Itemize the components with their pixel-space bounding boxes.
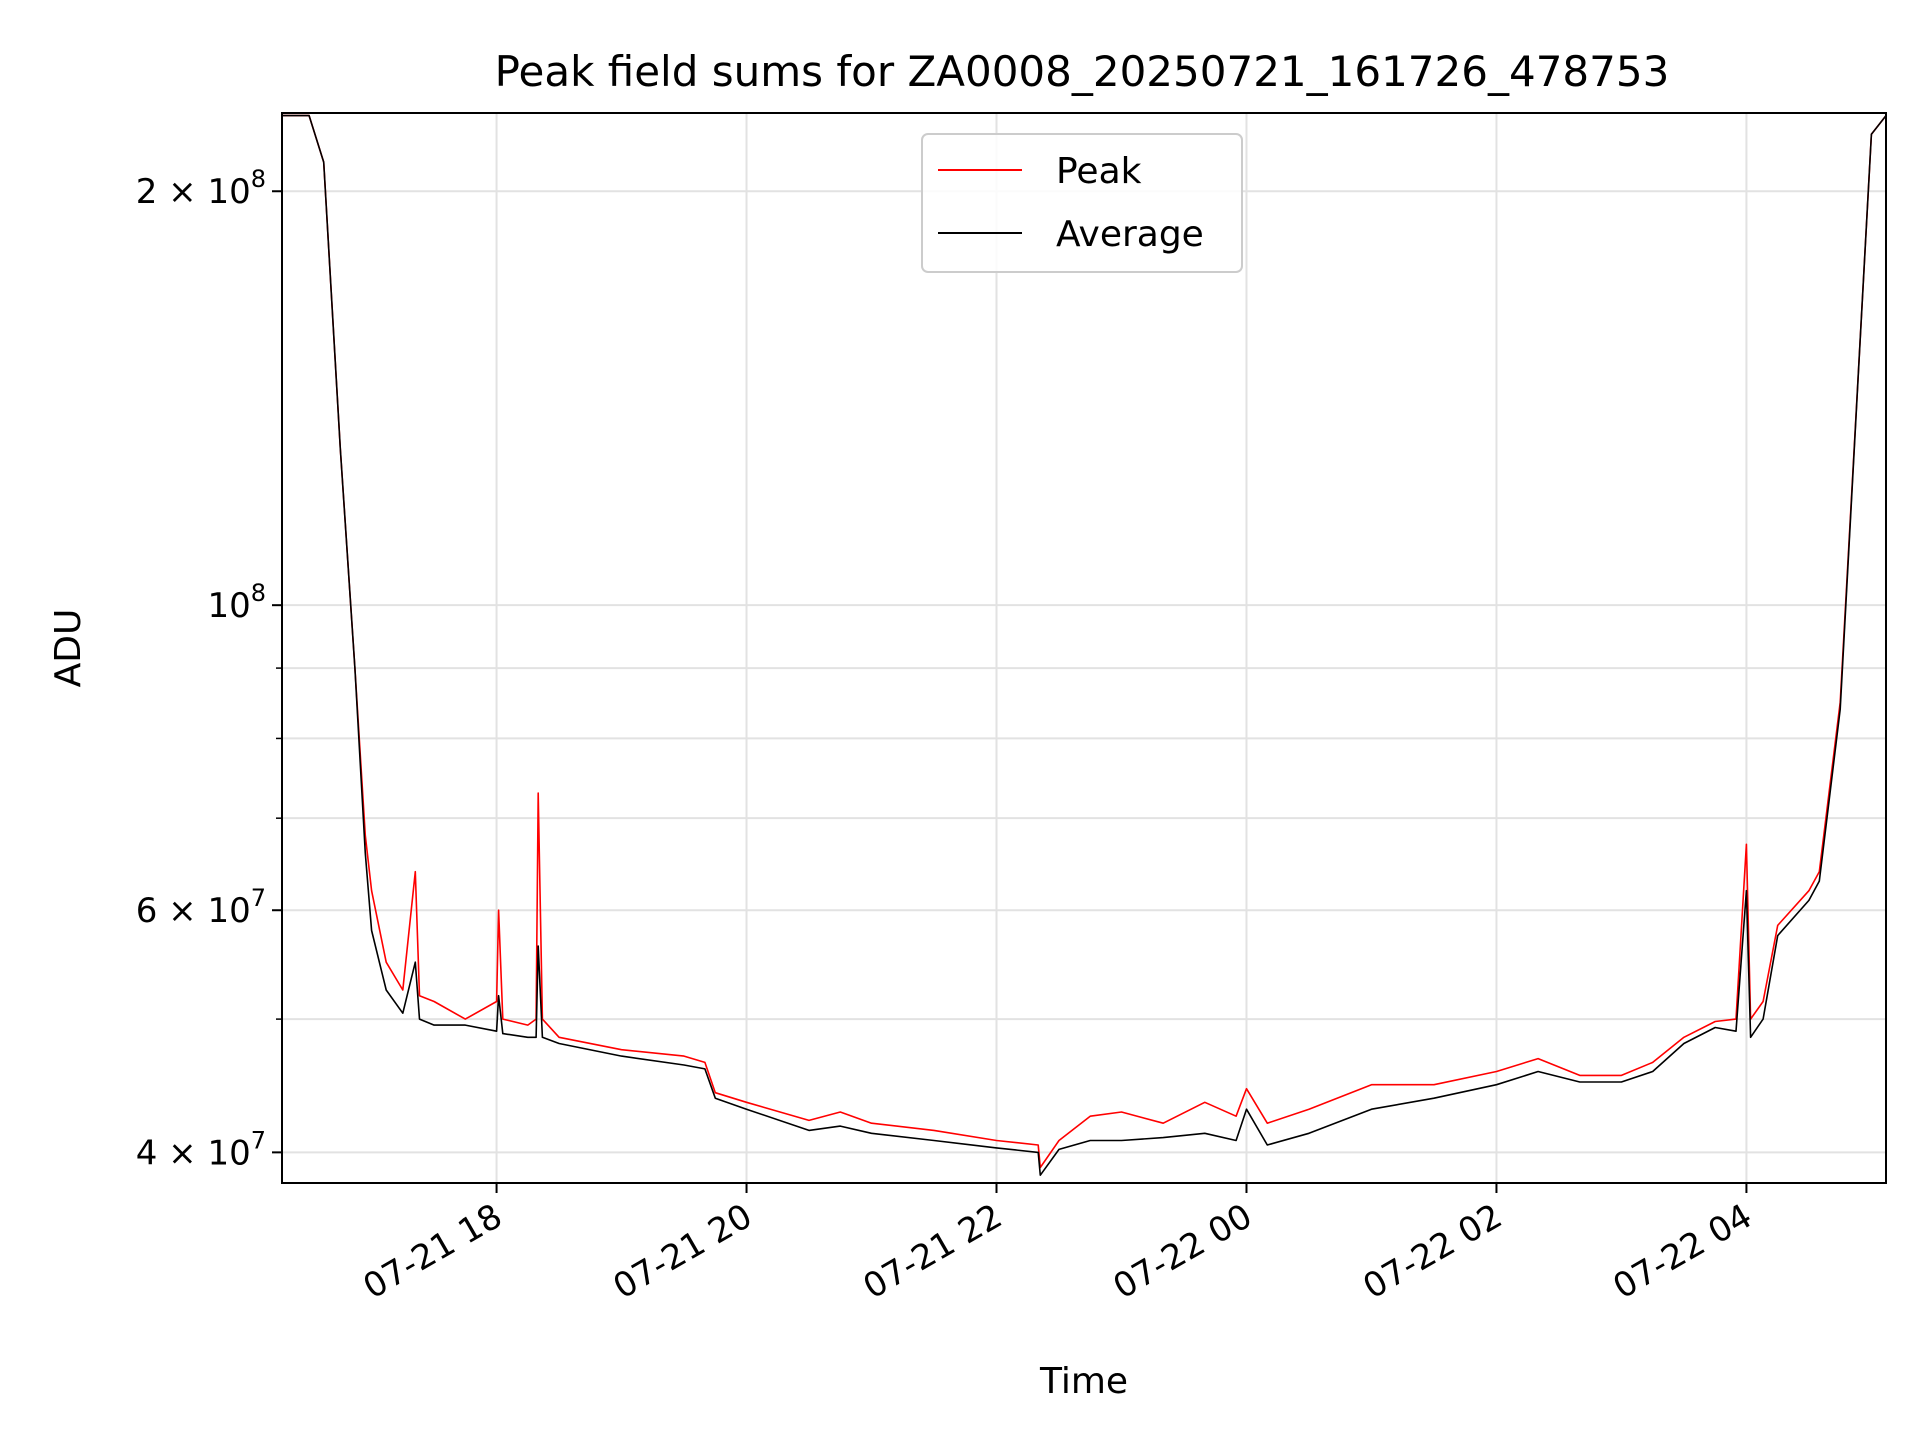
x-tick-label: 07-22 04 — [1607, 1196, 1759, 1307]
legend-label-average: Average — [1056, 214, 1204, 255]
y-axis-label: ADU — [48, 609, 89, 688]
plot-frame — [281, 112, 1887, 1184]
series-line-peak — [282, 114, 1887, 1169]
x-tick-label: 07-21 18 — [357, 1196, 509, 1307]
y-tick-label: 108 — [207, 579, 266, 626]
x-tick-label: 07-22 02 — [1357, 1196, 1509, 1307]
legend-box — [921, 133, 1243, 273]
x-axis: 07-21 18 07-21 20 07-21 22 07-22 00 07-22 02… — [357, 1183, 1759, 1307]
x-axis-label: Time — [1039, 1361, 1128, 1402]
legend-label-peak: Peak — [1056, 151, 1142, 192]
legend: Peak Average — [921, 133, 1243, 273]
y-tick-label: 6 × 107 — [136, 884, 266, 931]
series-layer — [282, 114, 1887, 1176]
y-tick-label: 2 × 108 — [136, 165, 266, 212]
x-tick-label: 07-22 00 — [1107, 1196, 1259, 1307]
y-tick-label: 4 × 107 — [136, 1126, 266, 1173]
x-tick-label: 07-21 20 — [607, 1196, 759, 1307]
grid — [282, 113, 1886, 1183]
series-line-average — [282, 114, 1887, 1176]
x-tick-label: 07-21 22 — [857, 1196, 1009, 1307]
y-axis: 4 × 107 6 × 107 108 2 × 108 — [136, 165, 282, 1173]
chart-title: Peak field sums for ZA0008_20250721_1617… — [495, 47, 1670, 96]
